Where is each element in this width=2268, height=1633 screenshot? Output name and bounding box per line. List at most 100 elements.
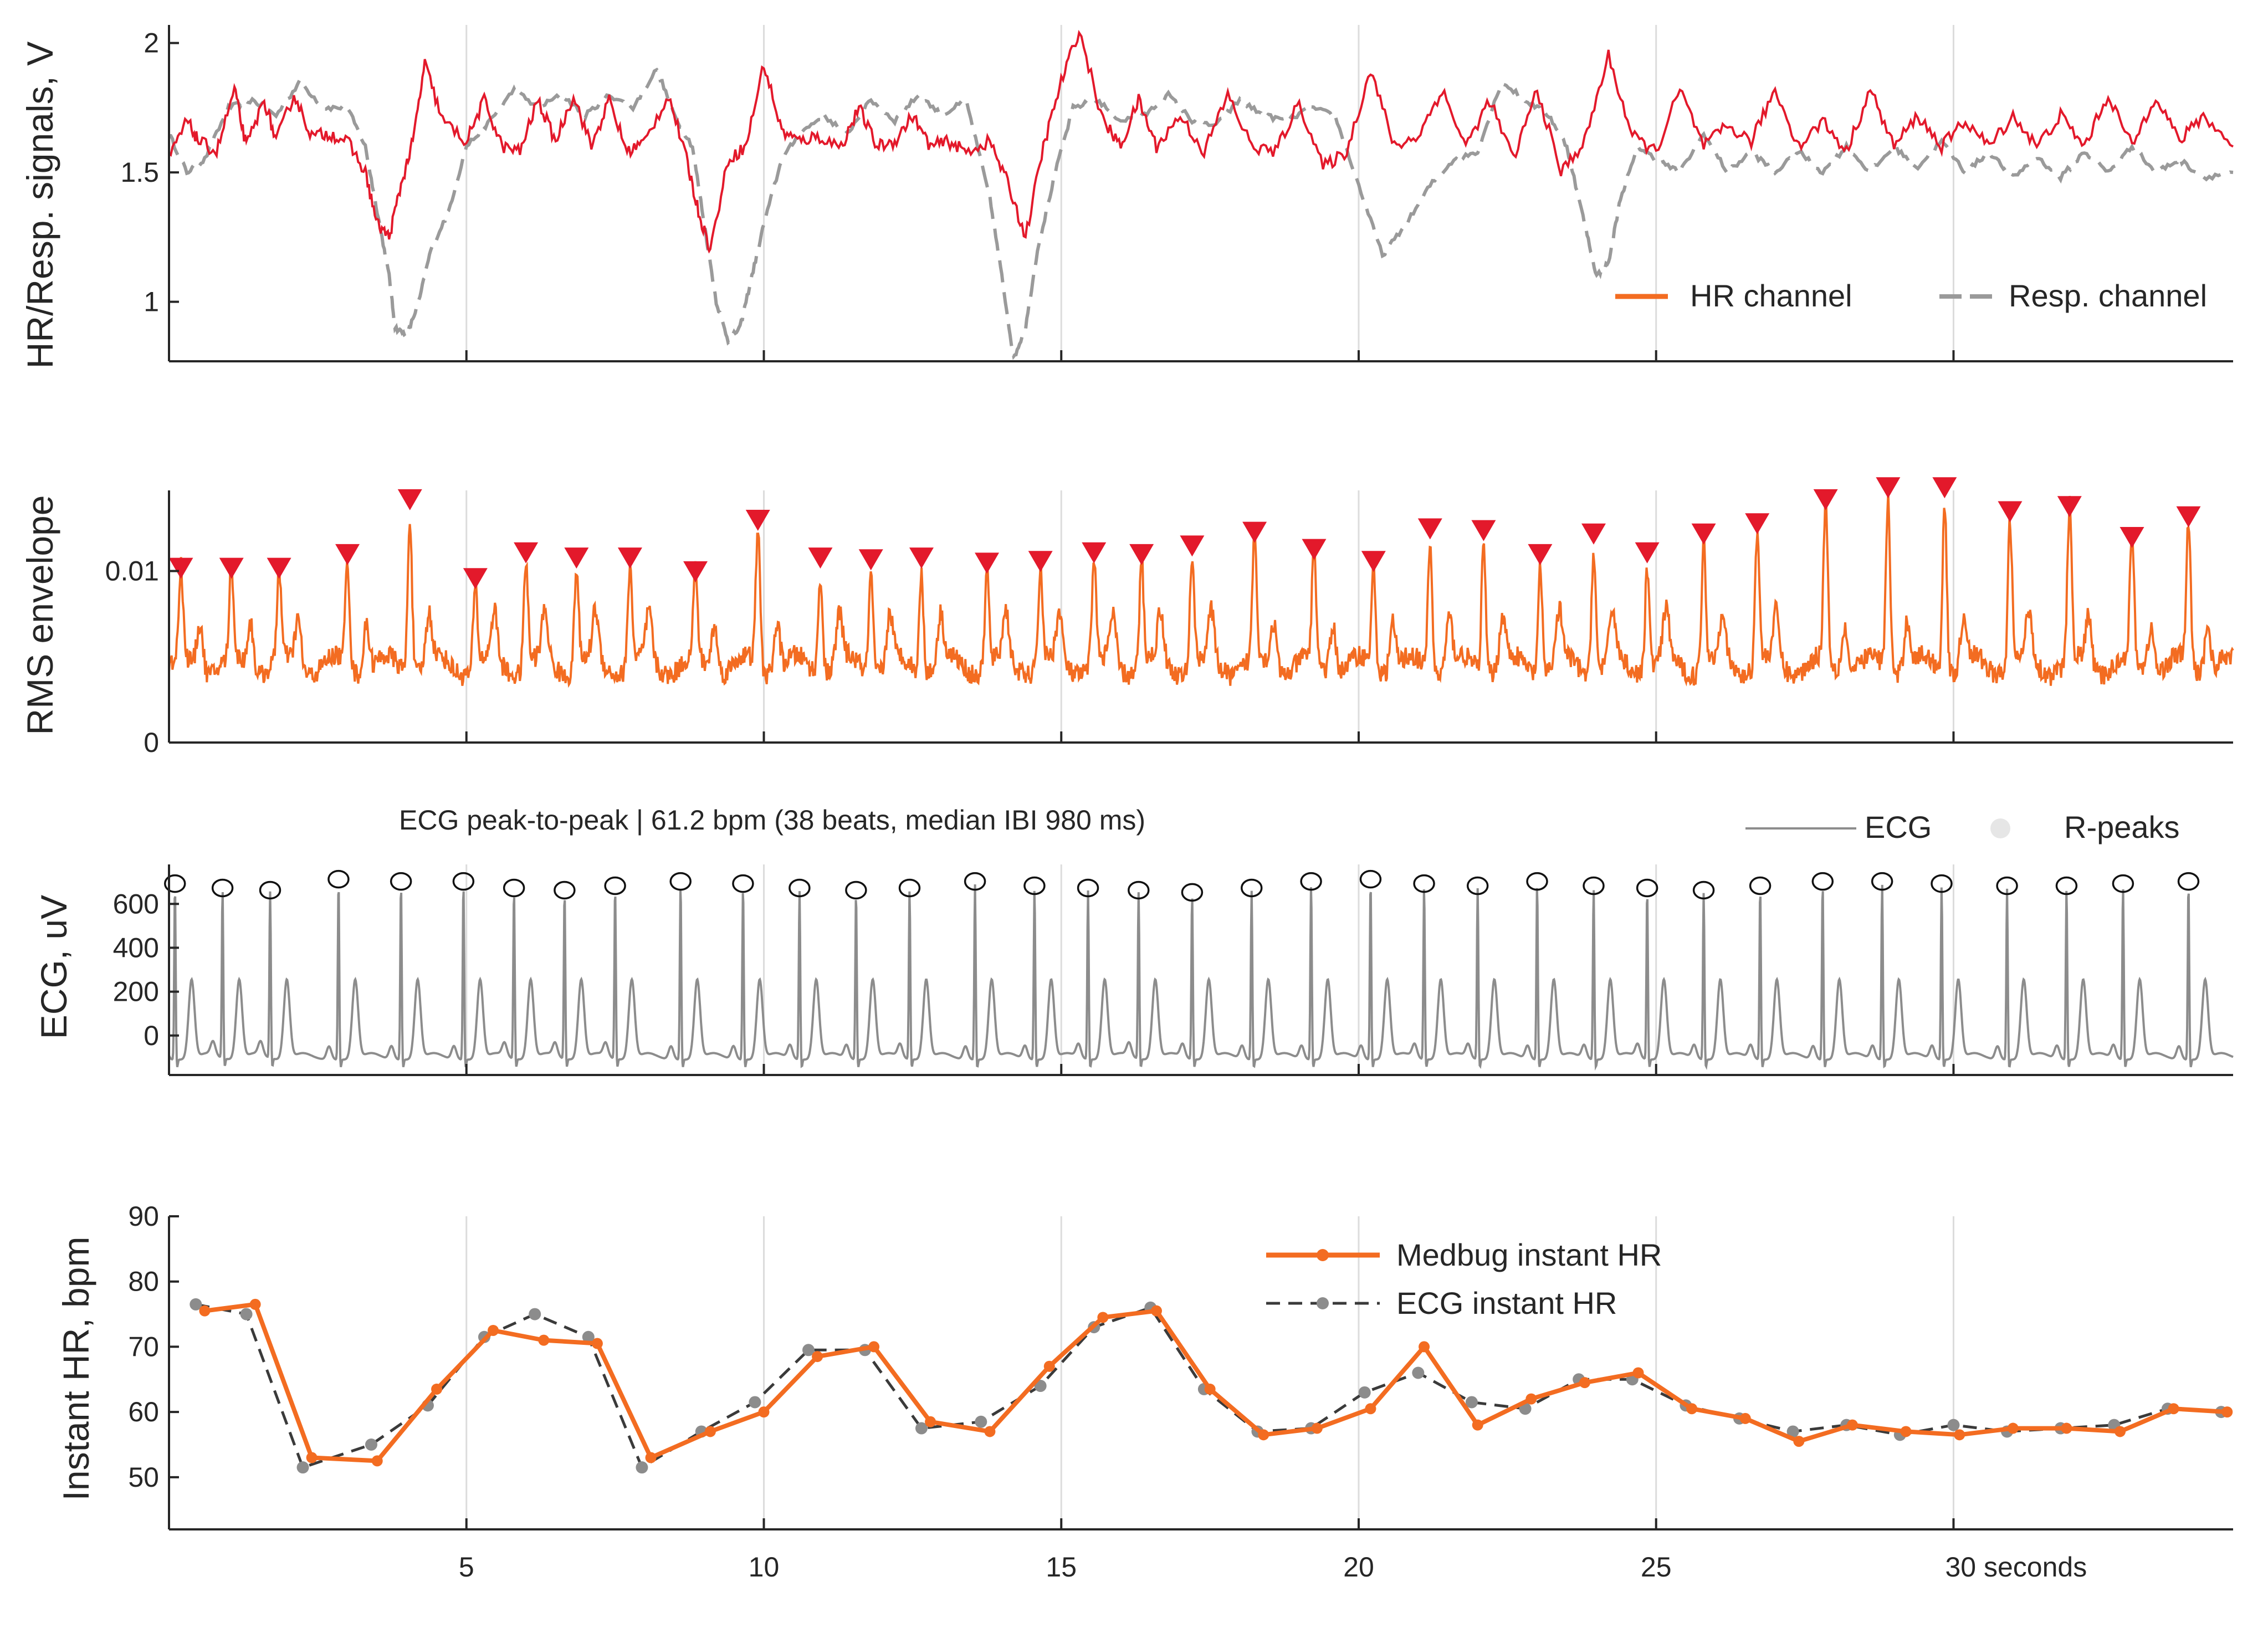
peak-marker <box>1082 542 1107 564</box>
peak-marker <box>1876 477 1901 499</box>
r-peak-marker <box>1300 872 1322 891</box>
peak-marker <box>1361 551 1386 572</box>
peak-marker <box>1998 501 2023 523</box>
legend: Medbug instant HR ECG instant HR <box>1266 1237 1662 1320</box>
medbug-hr-point <box>2007 1422 2019 1434</box>
medbug-hr-point <box>199 1305 211 1317</box>
y-tick-label: 0.01 <box>105 555 159 586</box>
r-peak-marker <box>554 881 576 900</box>
axes: 50 60 70 80 90 5 10 15 20 25 30 seconds <box>128 1201 2233 1583</box>
medbug-hr-point <box>1419 1341 1430 1353</box>
peak-markers <box>168 477 2201 590</box>
legend-marker-medbug <box>1317 1249 1329 1261</box>
peak-marker <box>267 557 291 579</box>
medbug-hr-point <box>591 1338 603 1349</box>
r-peak-marker <box>1636 878 1658 898</box>
axes: 00.01 <box>105 490 2233 758</box>
ecg-hr-point <box>296 1461 309 1474</box>
r-peak-marker <box>1023 876 1046 895</box>
medbug-hr-point <box>645 1452 657 1463</box>
r-peak-marker <box>964 872 986 891</box>
medbug-hr-point <box>306 1452 318 1463</box>
panel-instant-hr: 50 60 70 80 90 5 10 15 20 25 30 seconds Instant HR… <box>55 1201 2233 1583</box>
r-peak-marker <box>211 878 234 898</box>
medbug-hr-point <box>1311 1422 1323 1434</box>
axes: 0 200 400 600 <box>113 864 2233 1076</box>
y-tick-label: 400 <box>113 932 159 963</box>
peak-marker <box>1691 523 1716 545</box>
r-peak-marker <box>1077 878 1099 898</box>
medbug-hr-point <box>1204 1383 1216 1395</box>
vertical-grid <box>465 490 1954 743</box>
legend-label-ecg-hr: ECG instant HR <box>1396 1286 1617 1320</box>
ecg-hr-point <box>1358 1386 1371 1399</box>
legend-marker-ecg-hr <box>1317 1297 1329 1309</box>
r-peak-marker <box>327 869 350 889</box>
r-peak-marker <box>1181 883 1204 902</box>
medbug-hr-point <box>925 1416 936 1427</box>
series-layer <box>168 884 2234 1071</box>
ecg-hr-point <box>240 1308 253 1320</box>
peak-marker <box>858 549 883 571</box>
x-tick-label: 30 seconds <box>1945 1552 2087 1583</box>
peak-marker <box>514 542 539 564</box>
medbug-hr-point <box>1097 1312 1109 1323</box>
r-peak-marker <box>390 872 412 891</box>
y-tick-label: 60 <box>128 1396 159 1427</box>
peak-marker <box>1471 520 1496 541</box>
medbug-hr-point <box>488 1324 499 1336</box>
medbug-hr-point <box>1739 1412 1751 1424</box>
y-tick-label: 2 <box>144 28 159 59</box>
peak-marker <box>909 547 934 569</box>
peak-marker <box>1180 535 1205 557</box>
peak-marker <box>617 547 642 569</box>
medbug-hr-point <box>2061 1422 2072 1434</box>
hr-channel-line <box>168 29 2234 254</box>
ecg-hr-point <box>190 1298 202 1311</box>
r-peak-marker <box>452 872 475 891</box>
medbug-hr-point <box>1846 1419 1858 1431</box>
y-tick-label: 50 <box>128 1462 159 1493</box>
peak-marker <box>1635 542 1660 564</box>
peak-marker <box>219 557 244 579</box>
peak-marker <box>1129 544 1154 565</box>
peak-marker <box>2057 496 2082 518</box>
peak-marker <box>1813 489 1838 510</box>
peak-marker <box>1302 539 1327 560</box>
medbug-hr-point <box>1954 1429 1965 1441</box>
legend-label-resp-channel: Resp. channel <box>2009 278 2207 313</box>
r-peak-marker <box>2112 874 2134 893</box>
medbug-hr-point <box>1043 1360 1055 1372</box>
vertical-grid <box>465 1216 1954 1529</box>
y-axis-label: Instant HR, bpm <box>55 1237 96 1501</box>
legend-label-medbug: Medbug instant HR <box>1396 1237 1662 1272</box>
r-peak-marker <box>1413 874 1435 893</box>
panel-rms-envelope: 00.01 RMS envelope <box>19 477 2234 758</box>
legend-label-r-peaks: R-peaks <box>2064 810 2180 844</box>
ecg-annotation-title: ECG peak-to-peak | 61.2 bpm (38 beats, m… <box>399 805 1145 836</box>
r-peak-marker <box>1749 876 1772 895</box>
medbug-hr-point <box>812 1351 823 1363</box>
medbug-hr-point <box>1525 1393 1537 1405</box>
ecg-hr-point <box>802 1344 815 1356</box>
y-tick-label: 200 <box>113 976 159 1007</box>
medbug-hr-point <box>249 1298 261 1310</box>
peak-marker <box>745 510 770 531</box>
peak-marker <box>975 552 1000 574</box>
r-peak-marker <box>1996 876 2018 895</box>
r-peak-marker <box>1931 874 1953 893</box>
r-peak-marker <box>732 874 754 893</box>
peak-marker <box>168 557 193 579</box>
r-peak-marker <box>503 878 525 898</box>
peak-marker <box>1932 477 1957 499</box>
ecg-hr-point <box>749 1396 761 1409</box>
r-peak-marker <box>604 876 626 895</box>
peak-marker <box>463 568 488 590</box>
ecg-hr-point <box>1465 1396 1478 1409</box>
medbug-hr-point <box>1793 1436 1805 1447</box>
ecg-hr-point <box>915 1422 928 1435</box>
r-peak-marker <box>1128 881 1150 900</box>
r-peak-marker <box>1871 872 1893 891</box>
series-layer <box>190 1298 2233 1474</box>
medbug-hr-point <box>1150 1305 1162 1317</box>
